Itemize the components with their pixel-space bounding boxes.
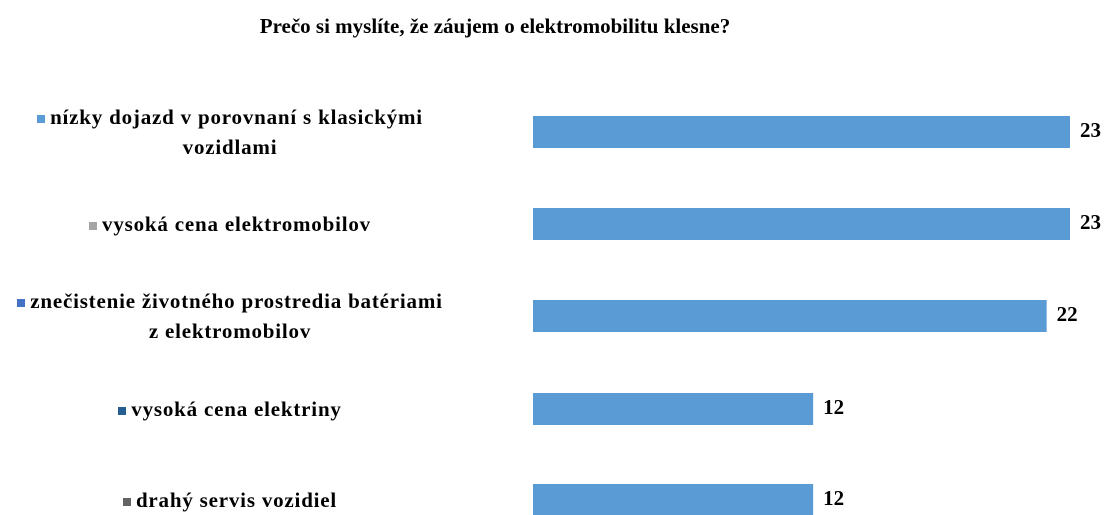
- bar: [533, 208, 1070, 240]
- category-text: vysoká cena elektromobilov: [102, 212, 371, 236]
- chart-title: Prečo si myslíte, že záujem o elektromob…: [259, 14, 731, 38]
- category-text: nízky dojazd v porovnaní s klasickými vo…: [50, 105, 423, 159]
- bar: [533, 484, 814, 515]
- category-label: vysoká cena elektriny: [15, 394, 445, 424]
- legend-marker: [89, 222, 98, 231]
- legend-marker: [122, 498, 131, 507]
- category-text: znečistenie životného prostredia batéria…: [30, 289, 443, 343]
- category-label: vysoká cena elektromobilov: [15, 209, 445, 239]
- value-label: 23: [1080, 210, 1101, 234]
- category-label: znečistenie životného prostredia batéria…: [15, 286, 445, 346]
- legend-marker: [17, 299, 26, 308]
- category-text: drahý servis vozidiel: [135, 488, 338, 512]
- bar: [533, 116, 1070, 148]
- value-label: 12: [823, 486, 844, 510]
- value-label: 22: [1057, 302, 1078, 326]
- bar: [533, 393, 814, 425]
- category-label: drahý servis vozidiel: [15, 485, 445, 515]
- category-label: nízky dojazd v porovnaní s klasickými vo…: [15, 102, 445, 162]
- bar: [533, 300, 1047, 332]
- legend-marker: [37, 115, 46, 124]
- legend-marker: [118, 407, 127, 416]
- value-label: 12: [823, 395, 844, 419]
- value-label: 23: [1080, 118, 1101, 142]
- category-text: vysoká cena elektriny: [131, 397, 342, 421]
